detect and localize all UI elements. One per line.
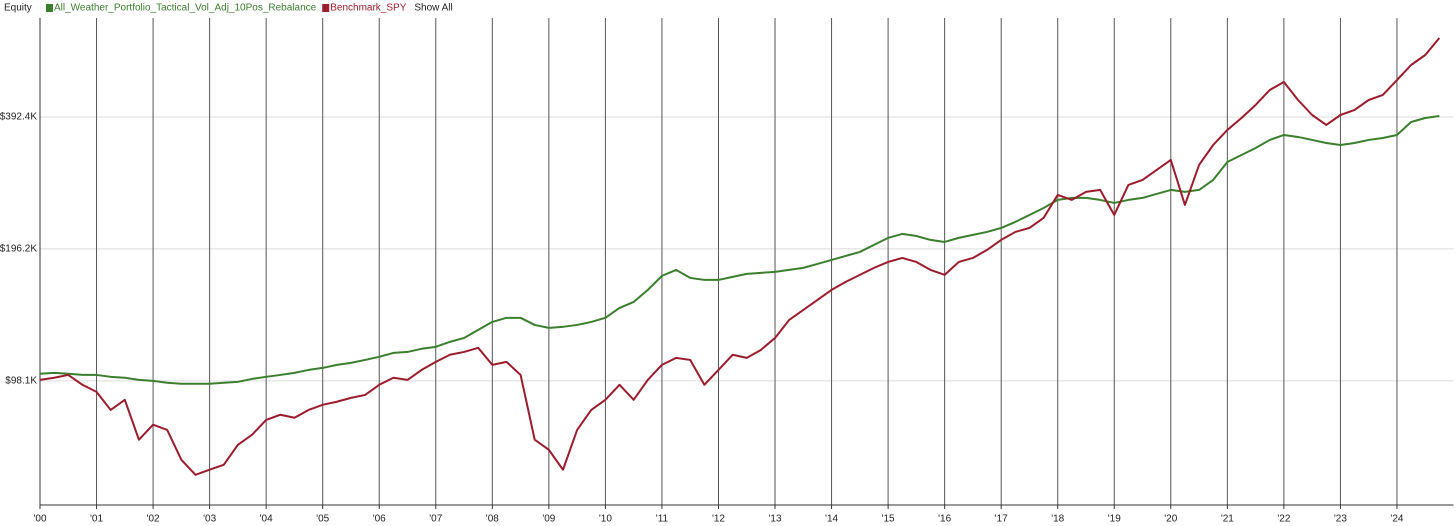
x-tick-label: '19 [1108,514,1121,525]
legend-show-all[interactable]: Show All [414,3,452,14]
x-tick-label: '01 [90,514,103,525]
x-tick-label: '22 [1277,514,1290,525]
x-tick-label: '15 [882,514,895,525]
legend-swatch[interactable] [46,4,53,12]
x-tick-label: '00 [33,514,46,525]
x-tick-label: '16 [938,514,951,525]
x-tick-label: '03 [203,514,216,525]
x-tick-label: '13 [768,514,781,525]
y-tick-label: $98.1K [5,375,37,386]
x-tick-label: '11 [656,514,669,525]
x-tick-label: '07 [429,514,442,525]
x-tick-label: '23 [1334,514,1347,525]
x-tick-label: '04 [260,514,273,525]
x-tick-label: '18 [1051,514,1064,525]
x-tick-label: '21 [1221,514,1234,525]
x-tick-label: '14 [825,514,838,525]
y-tick-label: $392.4K [0,112,37,123]
series-line [39,114,1440,385]
legend-label[interactable]: All_Weather_Portfolio_Tactical_Vol_Adj_1… [54,3,317,14]
series-line [39,37,1441,476]
y-tick-label: $196.2K [0,244,37,255]
legend-swatch[interactable] [322,4,330,12]
x-tick-label: '08 [486,514,499,525]
x-tick-label: '05 [316,514,329,525]
x-tick-label: '10 [599,514,612,525]
x-tick-label: '02 [147,514,160,525]
chart-title: Equity [4,3,32,14]
x-tick-label: '06 [373,514,386,525]
x-tick-label: '12 [712,514,725,525]
x-tick-label: '20 [1164,514,1177,525]
x-tick-label: '17 [995,514,1008,525]
x-tick-label: '09 [542,514,555,525]
x-tick-label: '24 [1390,514,1403,525]
legend-label[interactable]: Benchmark_SPY [330,3,406,14]
